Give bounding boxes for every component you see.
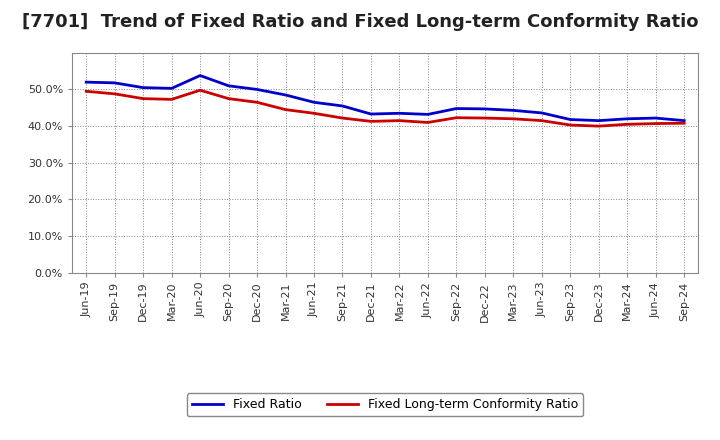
Fixed Long-term Conformity Ratio	[566, 122, 575, 128]
Fixed Ratio	[566, 117, 575, 122]
Fixed Long-term Conformity Ratio	[110, 91, 119, 96]
Fixed Long-term Conformity Ratio	[395, 118, 404, 123]
Fixed Long-term Conformity Ratio	[139, 96, 148, 101]
Fixed Ratio	[652, 115, 660, 121]
Fixed Long-term Conformity Ratio	[509, 116, 518, 121]
Fixed Ratio	[452, 106, 461, 111]
Fixed Ratio	[423, 112, 432, 117]
Fixed Ratio	[623, 116, 631, 121]
Fixed Ratio	[110, 80, 119, 85]
Fixed Long-term Conformity Ratio	[253, 99, 261, 105]
Fixed Long-term Conformity Ratio	[623, 121, 631, 127]
Fixed Ratio	[282, 92, 290, 98]
Fixed Long-term Conformity Ratio	[452, 115, 461, 120]
Fixed Long-term Conformity Ratio	[310, 110, 318, 116]
Fixed Ratio	[509, 108, 518, 113]
Fixed Ratio	[253, 87, 261, 92]
Legend: Fixed Ratio, Fixed Long-term Conformity Ratio: Fixed Ratio, Fixed Long-term Conformity …	[187, 393, 583, 416]
Fixed Long-term Conformity Ratio	[423, 120, 432, 125]
Fixed Ratio	[537, 110, 546, 116]
Fixed Long-term Conformity Ratio	[652, 121, 660, 126]
Fixed Long-term Conformity Ratio	[537, 118, 546, 123]
Fixed Ratio	[310, 99, 318, 105]
Fixed Ratio	[480, 106, 489, 111]
Fixed Ratio	[167, 86, 176, 91]
Fixed Ratio	[680, 118, 688, 123]
Fixed Long-term Conformity Ratio	[338, 115, 347, 121]
Fixed Ratio	[366, 111, 375, 117]
Fixed Ratio	[196, 73, 204, 78]
Fixed Long-term Conformity Ratio	[282, 107, 290, 112]
Fixed Long-term Conformity Ratio	[680, 121, 688, 126]
Line: Fixed Ratio: Fixed Ratio	[86, 76, 684, 121]
Fixed Long-term Conformity Ratio	[480, 115, 489, 121]
Fixed Ratio	[139, 85, 148, 90]
Line: Fixed Long-term Conformity Ratio: Fixed Long-term Conformity Ratio	[86, 90, 684, 126]
Fixed Ratio	[595, 118, 603, 123]
Fixed Ratio	[338, 103, 347, 109]
Text: [7701]  Trend of Fixed Ratio and Fixed Long-term Conformity Ratio: [7701] Trend of Fixed Ratio and Fixed Lo…	[22, 13, 698, 31]
Fixed Long-term Conformity Ratio	[167, 97, 176, 102]
Fixed Long-term Conformity Ratio	[196, 88, 204, 93]
Fixed Ratio	[395, 110, 404, 116]
Fixed Ratio	[82, 80, 91, 85]
Fixed Long-term Conformity Ratio	[82, 88, 91, 94]
Fixed Long-term Conformity Ratio	[595, 124, 603, 129]
Fixed Long-term Conformity Ratio	[225, 96, 233, 101]
Fixed Long-term Conformity Ratio	[366, 119, 375, 124]
Fixed Ratio	[225, 83, 233, 88]
